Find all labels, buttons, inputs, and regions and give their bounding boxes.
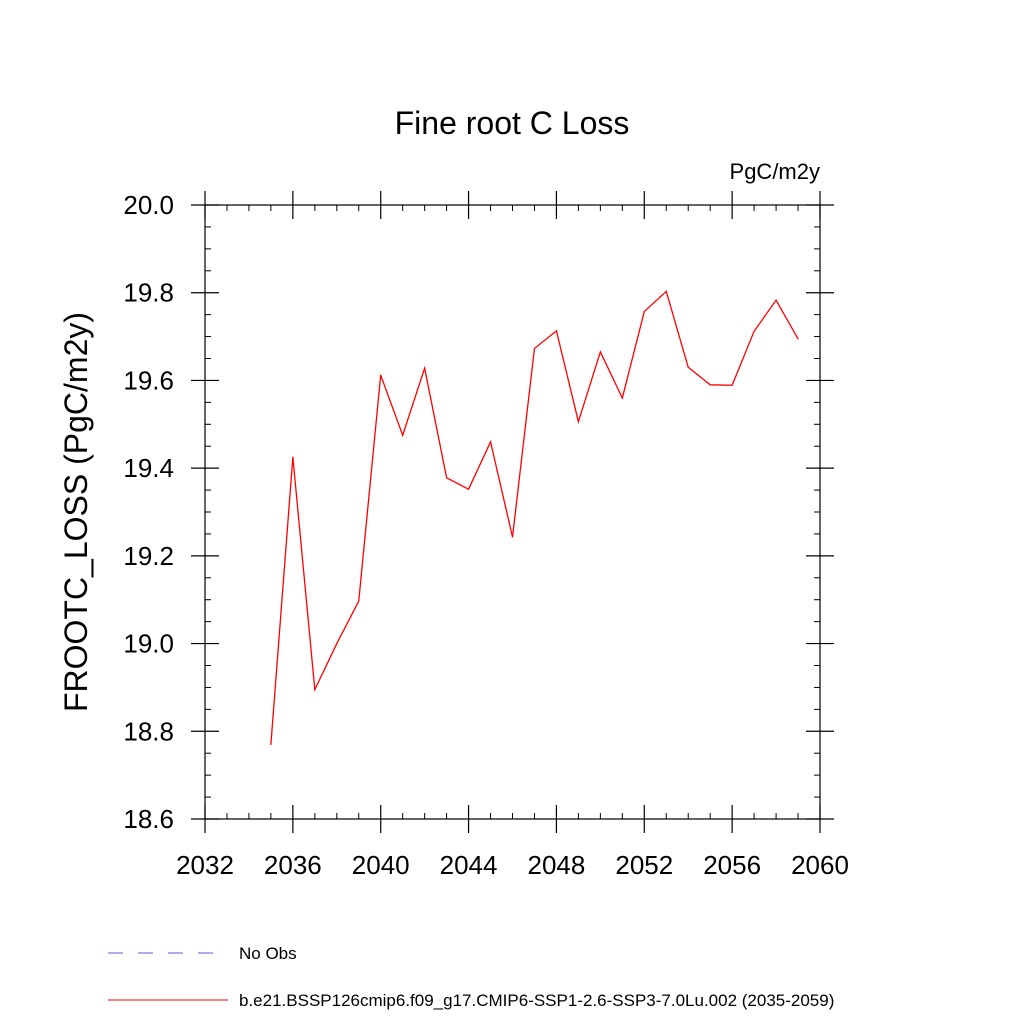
data-point [292, 456, 294, 458]
data-point [599, 351, 601, 353]
data-point [753, 330, 755, 332]
data-point [314, 689, 316, 691]
data-point [336, 642, 338, 645]
x-tick-label: 2048 [528, 850, 586, 880]
y-tick-label: 20.0 [123, 190, 174, 220]
data-point [402, 434, 404, 436]
x-tick-label: 2060 [791, 850, 849, 880]
data-point [489, 441, 492, 443]
x-tick-label: 2044 [440, 850, 498, 880]
data-point [643, 310, 645, 313]
data-point [555, 330, 558, 332]
data-point [775, 299, 777, 301]
y-tick-label: 19.4 [123, 453, 174, 483]
legend-label: No Obs [239, 944, 297, 963]
data-point [467, 488, 470, 490]
x-tick-label: 2036 [264, 850, 322, 880]
legend: No Obs b.e21.BSSP126cmip6.f09_g17.CMIP6-S… [108, 944, 834, 1010]
y-tick-label: 18.8 [123, 716, 174, 746]
x-tick-label: 2032 [176, 850, 234, 880]
series-line [270, 290, 799, 745]
y-tick-label: 19.2 [123, 541, 174, 571]
x-tick-label: 2052 [615, 850, 673, 880]
data-point [797, 338, 799, 340]
data-point [731, 384, 733, 386]
data-point [270, 743, 272, 746]
y-axis: 18.6 18.8 19.0 19.2 19.4 19.6 19.8 20.0 [123, 190, 834, 834]
data-point [446, 477, 448, 479]
chart-title: Fine root C Loss [395, 105, 630, 141]
data-point [424, 367, 426, 369]
y-axis-label: FROOTC_LOSS (PgC/m2y) [58, 312, 94, 712]
x-tick-label: 2056 [703, 850, 761, 880]
data-point [709, 384, 711, 386]
series-layer [270, 290, 799, 746]
x-tick-label: 2040 [352, 850, 410, 880]
y-tick-label: 18.6 [123, 804, 174, 834]
data-point [511, 536, 514, 538]
data-point [621, 397, 623, 399]
y-tick-label: 19.8 [123, 278, 174, 308]
legend-label: b.e21.BSSP126cmip6.f09_g17.CMIP6-SSP1-2.… [239, 991, 834, 1010]
y-tick-label: 19.6 [123, 365, 174, 395]
minor-ticks [205, 205, 820, 819]
plot-frame [204, 204, 821, 820]
data-point [358, 600, 360, 602]
y-tick-label: 19.0 [123, 629, 174, 659]
data-point [577, 421, 579, 423]
data-point [380, 374, 382, 376]
data-point [665, 290, 667, 292]
data-point [687, 366, 689, 368]
units-label: PgC/m2y [730, 159, 820, 184]
data-point [533, 347, 536, 350]
